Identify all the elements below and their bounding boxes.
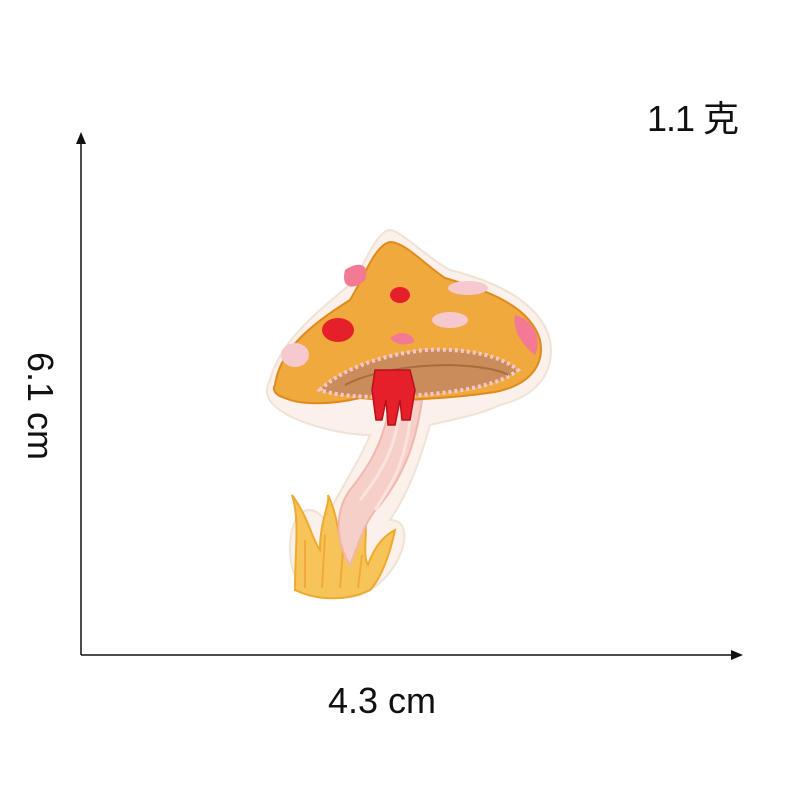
up-arrow-icon bbox=[76, 132, 86, 144]
width-dimension-label: 4.3 cm bbox=[327, 680, 437, 721]
weight-label: 1.1 克 bbox=[646, 98, 739, 139]
vertical-axis bbox=[76, 132, 86, 655]
mushroom-stem bbox=[337, 399, 424, 568]
red-drips bbox=[371, 369, 416, 426]
horizontal-axis bbox=[81, 650, 743, 660]
height-dimension-label: 6.1 cm bbox=[20, 351, 61, 461]
mushroom-cap bbox=[272, 240, 542, 405]
right-arrow-icon bbox=[731, 650, 743, 660]
mushroom-patch-image bbox=[266, 228, 552, 600]
